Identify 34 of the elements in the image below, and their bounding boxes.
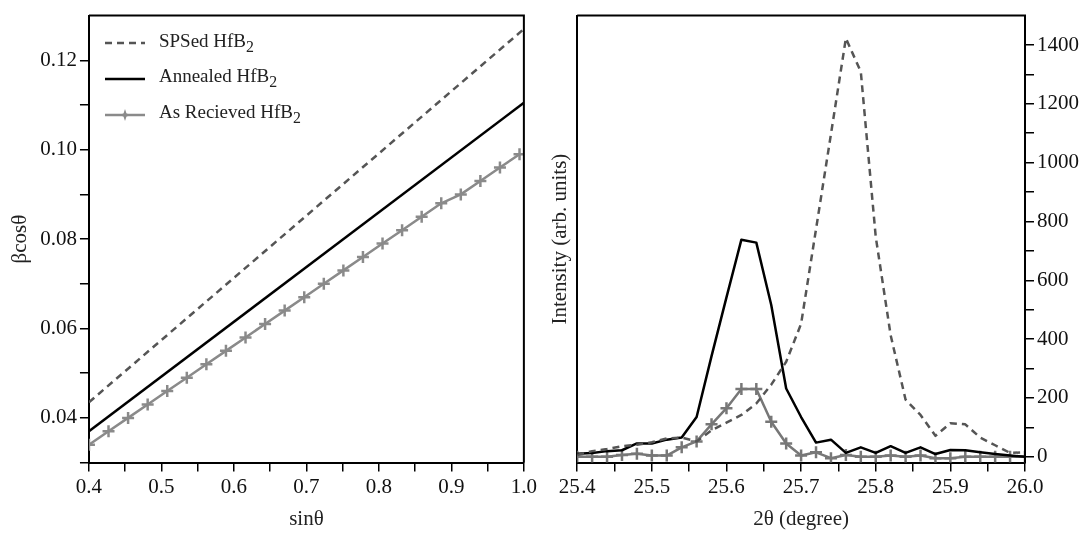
y-axis-title: βcosθ xyxy=(7,214,32,264)
y2-tick-label: 0 xyxy=(1037,443,1048,468)
x-tick-label: 0.4 xyxy=(75,473,103,498)
y-tick-label: 0.08 xyxy=(40,225,77,250)
y2-tick-label: 800 xyxy=(1037,207,1069,232)
y2-tick-label: 1200 xyxy=(1037,90,1079,115)
y-tick-label: 0.04 xyxy=(40,404,78,429)
x-tick-label: 0.5 xyxy=(148,473,175,498)
x-tick-label: 0.6 xyxy=(220,473,248,498)
x-tick-label: 0.8 xyxy=(365,473,393,498)
y2-tick-label: 1000 xyxy=(1037,149,1079,174)
x-axis-title: 2θ (degree) xyxy=(753,505,849,530)
x-tick-label: 25.5 xyxy=(633,473,671,498)
x-tick-label: 26.0 xyxy=(1006,473,1044,498)
legend-label: As Recieved HfB$_{2}$ xyxy=(158,100,301,128)
y-tick-label: 0.12 xyxy=(40,46,77,71)
x-tick-label: 0.9 xyxy=(438,473,465,498)
x-tick-label: 0.7 xyxy=(293,473,320,498)
x-tick-label: 25.4 xyxy=(558,473,597,498)
legend-label: Annealed HfB$_{2}$ xyxy=(158,64,278,93)
y-tick-label: 0.10 xyxy=(40,136,77,161)
y-axis-title: Intensity (arb. units) xyxy=(547,153,572,325)
y-tick-label: 0.06 xyxy=(40,315,77,340)
x-axis-title: sinθ xyxy=(289,505,324,530)
y2-tick-label: 600 xyxy=(1037,266,1069,291)
x-tick-label: 1.0 xyxy=(510,473,537,498)
y2-tick-label: 1400 xyxy=(1037,31,1079,56)
x-tick-label: 25.9 xyxy=(931,473,969,498)
y2-tick-label: 200 xyxy=(1037,384,1069,409)
legend-label: SPSed HfB$_{2}$ xyxy=(158,28,254,57)
x-tick-label: 25.8 xyxy=(857,473,895,498)
x-tick-label: 25.6 xyxy=(708,473,745,498)
y2-tick-label: 400 xyxy=(1037,325,1069,350)
x-tick-label: 25.7 xyxy=(782,473,820,498)
